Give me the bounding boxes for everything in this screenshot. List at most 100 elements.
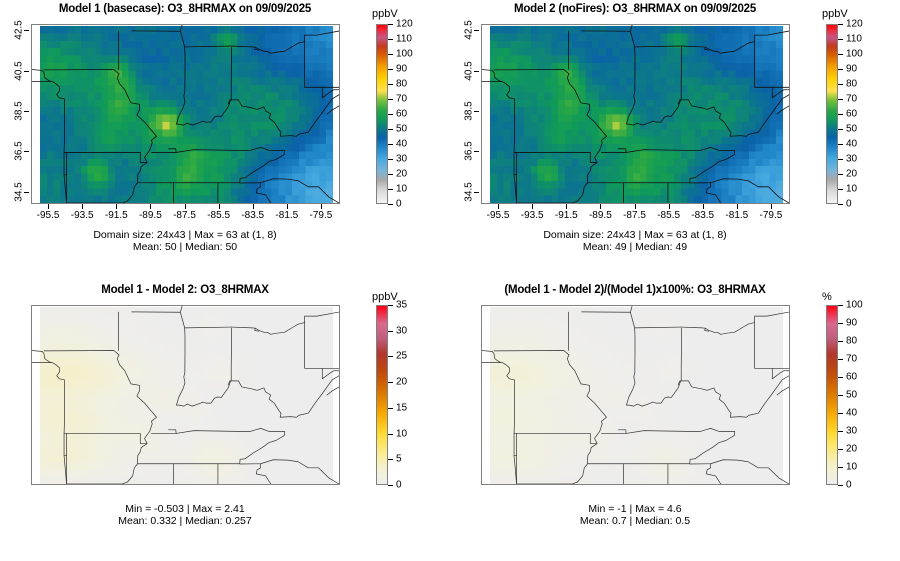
colorbar-tick-label: 15 [396, 402, 408, 414]
y-axis-tick-label: 36.5 [463, 141, 475, 162]
y-axis-tick [24, 151, 29, 153]
colorbar-tick [838, 449, 843, 450]
colorbar-tick-label: 10 [846, 461, 858, 473]
y-axis-label-wrap: 38.5 [8, 101, 30, 120]
colorbar-unit-label: ppbV [372, 291, 398, 303]
x-axis-tick-label: -87.5 [623, 210, 646, 221]
x-axis-tick-label: -89.5 [588, 210, 612, 221]
y-axis-tick-label: 36.5 [13, 141, 25, 162]
x-axis-tick-label: -93.5 [70, 210, 94, 221]
colorbar-tick-label: 110 [846, 33, 862, 45]
colorbar-tick [388, 305, 393, 306]
x-axis-tick [668, 204, 670, 209]
y-axis-label-wrap: 34.5 [8, 182, 30, 201]
x-axis-tick [218, 204, 220, 209]
colorbar-tick [838, 24, 843, 25]
colorbar-tick-label: 20 [396, 168, 408, 180]
colorbar-tick [388, 204, 393, 205]
y-axis-label-wrap: 42.5 [8, 20, 30, 39]
colorbar-tick [388, 330, 393, 332]
colorbar-tick-label: 110 [396, 33, 412, 45]
panel-model2: Model 2 (noFires): O3_8HRMAX on 09/09/20… [450, 0, 900, 280]
colorbar-tick [838, 69, 843, 70]
y-axis-tick [24, 110, 29, 112]
colorbar-tick [388, 159, 393, 160]
colorbar-tick-label: 40 [396, 138, 408, 150]
y-axis-tick [474, 191, 479, 193]
colorbar-tick [838, 99, 843, 100]
colorbar-tick [388, 54, 393, 55]
x-axis-tick [116, 204, 118, 209]
colorbar-tick [838, 189, 843, 190]
colorbar-gradient [826, 305, 838, 485]
x-axis-tick-label: -81.5 [725, 210, 749, 221]
x-axis-tick [770, 204, 772, 209]
colorbar-unit-label: ppbV [822, 8, 848, 20]
x-axis-tick [150, 204, 152, 209]
panel-title: Model 1 (basecase): O3_8HRMAX on 09/09/2… [58, 3, 312, 15]
colorbar-tick [838, 204, 843, 205]
colorbar-gradient [376, 24, 388, 204]
colorbar-tick-label: 50 [846, 389, 858, 401]
colorbar-tick-label: 40 [846, 138, 858, 150]
colorbar-tick [838, 159, 843, 160]
colorbar-tick [838, 84, 843, 85]
y-axis-tick [24, 70, 29, 72]
colorbar-tick [388, 174, 393, 175]
y-axis-label-wrap: 36.5 [8, 142, 30, 161]
colorbar-tick [838, 359, 843, 360]
x-axis-tick-label: -79.5 [309, 210, 333, 221]
panel-stats-caption: Domain size: 24x43 | Max = 63 at (1, 8) … [93, 229, 277, 253]
y-axis: 34.5 36.5 38.5 40.5 42.5 [8, 20, 32, 204]
panel-stats-caption: Domain size: 24x43 | Max = 63 at (1, 8) … [543, 229, 727, 253]
x-axis-tick [600, 204, 602, 209]
y-axis-tick-label: 38.5 [13, 101, 25, 121]
y-axis-label-wrap: 40.5 [8, 61, 30, 80]
colorbar-tick-label: 100 [396, 48, 413, 60]
x-axis-tick [48, 204, 50, 209]
colorbar-tick [388, 189, 393, 190]
x-axis-tick-label: -95.5 [486, 210, 510, 221]
colorbar-tick [838, 485, 843, 486]
colorbar-tick [838, 323, 843, 324]
colorbar-tick-label: 70 [846, 93, 858, 105]
colorbar-tick [838, 144, 843, 145]
colorbar-tick-label: 60 [846, 371, 858, 383]
ozone-raster [40, 26, 333, 203]
x-axis-tick [634, 204, 636, 209]
colorbar-unit-label: ppbV [372, 8, 398, 20]
x-axis-tick-label: -87.5 [173, 210, 196, 221]
colorbar-tick [388, 84, 393, 85]
x-axis-tick [566, 204, 568, 209]
y-axis-tick [474, 70, 479, 72]
colorbar-tick [838, 377, 843, 378]
colorbar-tick-label: 0 [846, 479, 852, 491]
colorbar-tick-label: 50 [846, 123, 858, 135]
colorbar-tick-label: 5 [396, 453, 402, 465]
y-axis-tick-label: 38.5 [463, 101, 475, 121]
y-axis-tick [474, 110, 479, 112]
x-axis-tick-label: -85.5 [657, 210, 681, 221]
y-axis-label-wrap: 36.5 [458, 142, 480, 161]
colorbar-tick-label: 20 [396, 376, 408, 388]
colorbar-unit-label: % [822, 291, 832, 303]
panel-stats-caption: Min = -1 | Max = 4.6 Mean: 0.7 | Median:… [579, 503, 691, 527]
difference-raster [40, 307, 333, 484]
colorbar-tick [388, 407, 393, 409]
x-axis-tick [184, 204, 186, 209]
colorbar-tick-label: 20 [846, 168, 858, 180]
colorbar-tick-label: 70 [396, 93, 408, 105]
x-axis-tick [532, 204, 534, 209]
x-axis: -95.5 -93.5 -91.5 -89.5 -87.5 -85.5 -83.5 -81.5… [481, 204, 790, 226]
colorbar-tick-label: 30 [396, 153, 408, 165]
colorbar-tick [838, 413, 843, 414]
x-axis-tick [82, 204, 84, 209]
y-axis-tick-label: 40.5 [463, 60, 475, 81]
colorbar-tick [388, 382, 393, 384]
x-axis: -95.5 -93.5 -91.5 -89.5 -87.5 -85.5 -83.5 -81.5… [31, 204, 340, 226]
x-axis-tick-label: -83.5 [691, 210, 715, 221]
colorbar-tick-label: 120 [396, 18, 413, 30]
y-axis-label-wrap: 42.5 [458, 20, 480, 39]
colorbar-tick-label: 90 [846, 317, 858, 329]
y-axis-tick-label: 34.5 [13, 182, 25, 202]
